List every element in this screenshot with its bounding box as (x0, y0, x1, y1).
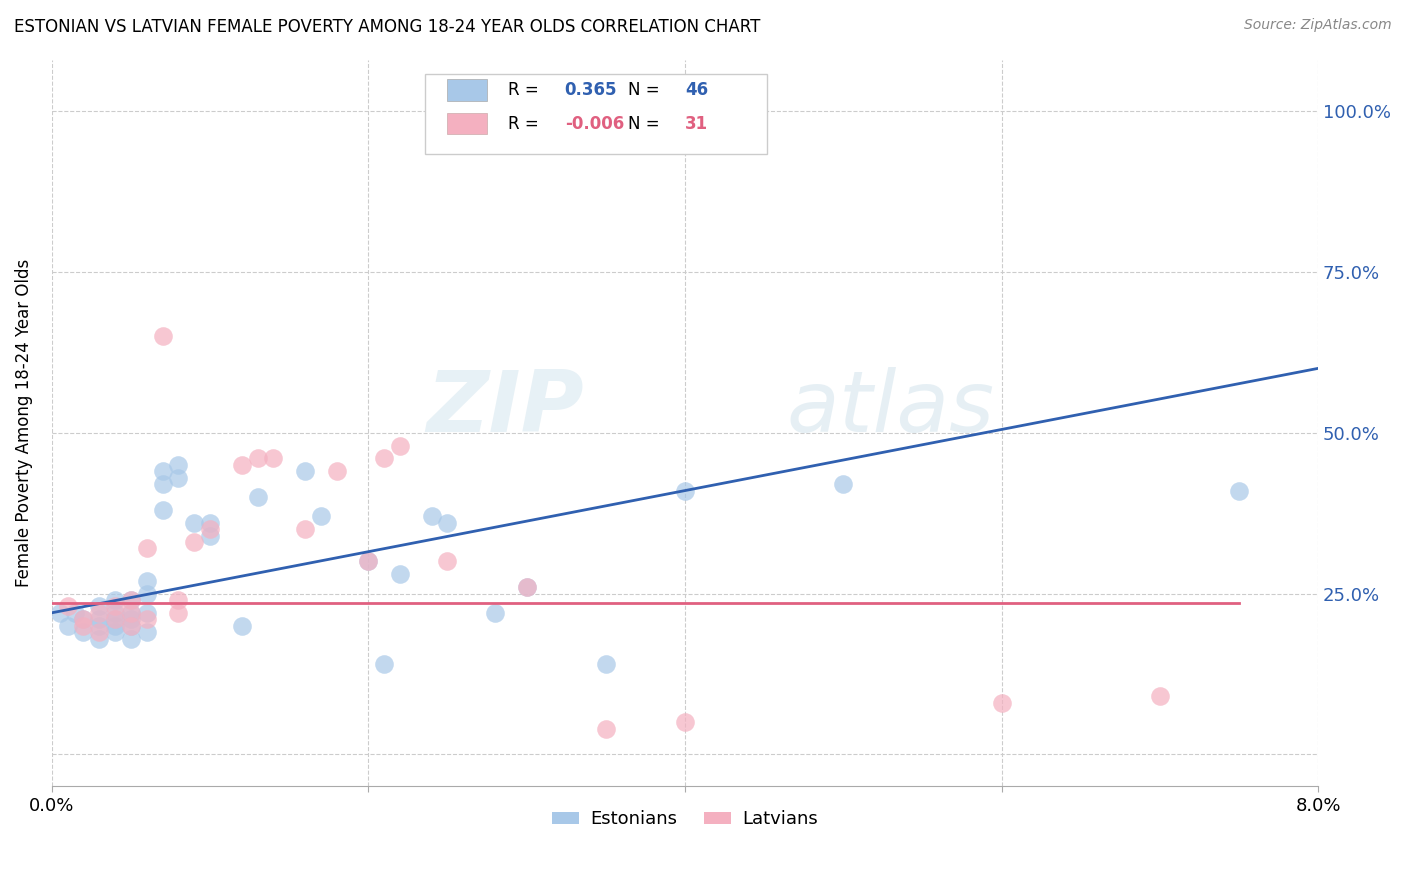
Text: R =: R = (508, 81, 538, 99)
Point (135, 612, 157, 626)
Point (120, 593, 142, 607)
Point (294, 464, 316, 478)
Point (89, 632, 111, 646)
Point (373, 657, 395, 672)
Text: atlas: atlas (786, 367, 994, 450)
Point (72, 618, 94, 632)
Point (152, 477, 174, 491)
Point (89, 606, 111, 620)
Point (135, 586, 157, 600)
Point (990, 696, 1012, 710)
Point (388, 567, 411, 582)
Point (167, 471, 190, 485)
Point (832, 477, 855, 491)
Point (595, 722, 617, 736)
Point (89, 625, 111, 640)
Point (120, 618, 142, 632)
Point (120, 618, 142, 632)
Point (135, 541, 157, 556)
Text: 0.365: 0.365 (565, 81, 617, 99)
Text: ZIP: ZIP (426, 367, 583, 450)
Point (198, 522, 221, 536)
Point (484, 606, 506, 620)
Text: Source: ZipAtlas.com: Source: ZipAtlas.com (1244, 18, 1392, 32)
Point (104, 612, 127, 626)
Point (48, 606, 70, 620)
Point (152, 329, 174, 343)
Point (325, 464, 347, 478)
Point (56, 618, 79, 632)
Point (1149, 690, 1171, 704)
Point (183, 516, 205, 530)
Point (516, 580, 538, 594)
Point (72, 612, 94, 626)
Bar (447, 79, 488, 101)
Point (309, 509, 332, 524)
Point (357, 554, 380, 568)
Point (72, 625, 94, 640)
Point (56, 599, 79, 614)
Point (104, 625, 127, 640)
Point (135, 625, 157, 640)
Point (246, 451, 269, 466)
Point (135, 606, 157, 620)
Text: N =: N = (628, 81, 659, 99)
Point (120, 606, 142, 620)
Point (357, 554, 380, 568)
Point (198, 516, 221, 530)
FancyBboxPatch shape (426, 74, 768, 154)
Point (89, 618, 111, 632)
Text: 31: 31 (685, 114, 709, 133)
Bar (447, 112, 488, 135)
Point (420, 509, 443, 524)
Point (198, 528, 221, 542)
Point (120, 632, 142, 646)
Point (1227, 483, 1250, 498)
Point (72, 612, 94, 626)
Text: ESTONIAN VS LATVIAN FEMALE POVERTY AMONG 18-24 YEAR OLDS CORRELATION CHART: ESTONIAN VS LATVIAN FEMALE POVERTY AMONG… (14, 18, 761, 36)
Point (104, 612, 127, 626)
Point (104, 606, 127, 620)
Point (152, 464, 174, 478)
Point (104, 593, 127, 607)
Point (120, 593, 142, 607)
Point (373, 451, 395, 466)
Text: 46: 46 (685, 81, 709, 99)
Point (89, 599, 111, 614)
Point (246, 490, 269, 504)
Text: R =: R = (508, 114, 538, 133)
Point (65, 606, 87, 620)
Point (183, 535, 205, 549)
Point (167, 606, 190, 620)
Point (388, 439, 411, 453)
Point (135, 574, 157, 588)
Point (104, 599, 127, 614)
Legend: Estonians, Latvians: Estonians, Latvians (546, 803, 825, 836)
Text: -0.006: -0.006 (565, 114, 624, 133)
Point (516, 580, 538, 594)
Text: N =: N = (628, 114, 659, 133)
Point (436, 554, 458, 568)
Point (89, 612, 111, 626)
Point (167, 593, 190, 607)
Point (673, 483, 696, 498)
Point (231, 458, 253, 472)
Point (673, 715, 696, 730)
Point (120, 606, 142, 620)
Point (262, 451, 284, 466)
Point (231, 618, 253, 632)
Point (595, 657, 617, 672)
Y-axis label: Female Poverty Among 18-24 Year Olds: Female Poverty Among 18-24 Year Olds (15, 259, 32, 587)
Point (294, 522, 316, 536)
Point (436, 516, 458, 530)
Point (120, 612, 142, 626)
Point (104, 618, 127, 632)
Point (167, 458, 190, 472)
Point (152, 503, 174, 517)
